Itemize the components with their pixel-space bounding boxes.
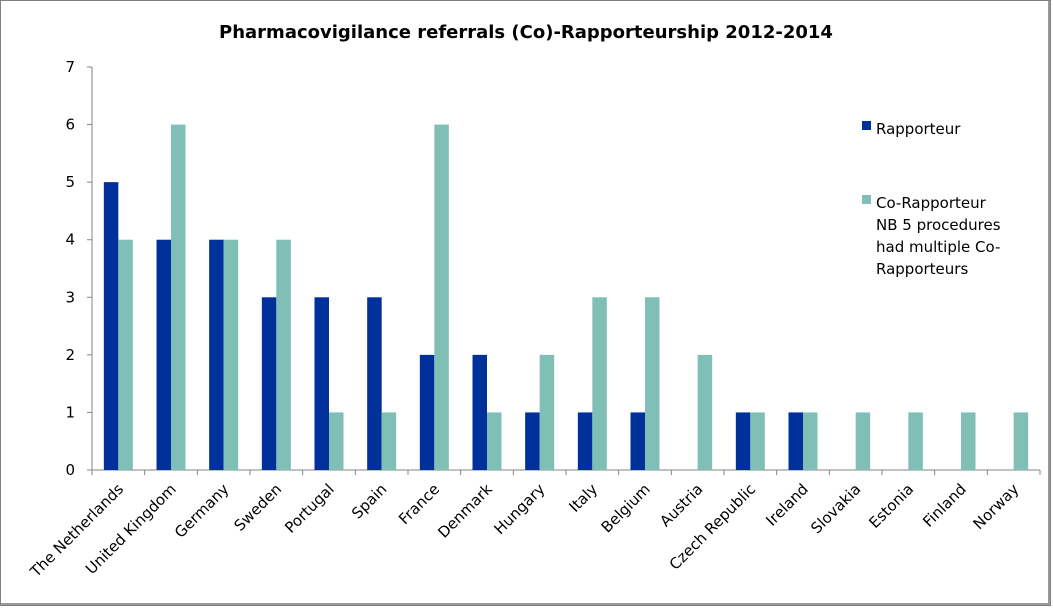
bar-rapporteur [735,412,751,470]
x-tick-label: Slovakia [807,480,864,537]
y-tick-label: 4 [65,231,75,249]
x-tick-label: Italy [565,480,601,516]
bar-co-rapporteur [592,297,607,470]
bar-co-rapporteur [329,412,344,470]
bar-co-rapporteur [750,412,765,470]
bar-co-rapporteur [223,239,239,470]
bar-rapporteur [156,239,171,470]
bar-rapporteur [788,412,803,470]
chart-title: Pharmacovigilance referrals (Co)-Rapport… [219,22,833,43]
x-tick-label: Hungary [490,480,548,538]
bar-co-rapporteur [1013,412,1029,470]
x-tick-label: Spain [348,480,390,522]
x-tick-label: Estonia [865,480,917,532]
x-tick-label: United Kingdom [82,480,180,578]
bar-rapporteur [525,412,540,470]
bar-co-rapporteur [645,297,660,470]
bar-co-rapporteur [171,124,186,470]
y-tick-label: 6 [65,116,75,134]
y-tick-label: 1 [65,403,75,421]
bar-co-rapporteur [855,412,871,470]
x-tick-label: France [395,480,443,528]
x-tick-label: The Netherlands [26,480,127,581]
y-tick-label: 5 [65,173,75,191]
bar-co-rapporteur [908,412,923,470]
bar-co-rapporteur [381,412,397,470]
bar-co-rapporteur [803,412,818,470]
bar-rapporteur [261,297,277,470]
x-tick-label: Portugal [281,480,338,537]
bar-rapporteur [103,182,119,470]
legend-swatch-co-rapporteur [862,195,871,204]
bar-rapporteur [630,412,645,470]
legend-swatch-rapporteur [862,121,871,130]
y-tick-label: 2 [65,346,75,364]
bar-co-rapporteur [434,124,449,470]
bar-co-rapporteur [697,354,713,470]
x-tick-label: Austria [656,480,706,530]
legend: Rapporteur Co-Rapporteur NB 5 procedures ha… [862,120,1001,278]
bar-rapporteur [577,412,593,470]
x-tick-label: Norway [970,480,1023,533]
x-tick-label: Germany [171,480,233,542]
x-tick-label: Finland [919,480,970,531]
y-tick-label: 7 [65,58,75,76]
x-tick-label: Denmark [434,480,496,542]
bar-co-rapporteur [276,239,291,470]
bar-co-rapporteur [118,239,133,470]
bar-co-rapporteur [961,412,976,470]
bar-rapporteur [472,354,487,470]
y-tick-label: 0 [65,461,75,479]
x-tick-label: Belgium [598,480,654,536]
x-tick-label: Ireland [762,480,811,529]
bar-co-rapporteur [539,354,555,470]
y-tick-label: 3 [65,288,75,306]
bar-rapporteur [209,239,224,470]
bar-rapporteur [367,297,382,470]
x-tick-label: Sweden [231,480,286,535]
legend-label-co-rapporteur: Co-Rapporteur NB 5 procedures had multiple… [876,194,1001,278]
bar-rapporteur [314,297,329,470]
legend-label-rapporteur: Rapporteur [876,120,961,138]
bar-rapporteur [419,354,435,470]
bar-co-rapporteur [487,412,502,470]
